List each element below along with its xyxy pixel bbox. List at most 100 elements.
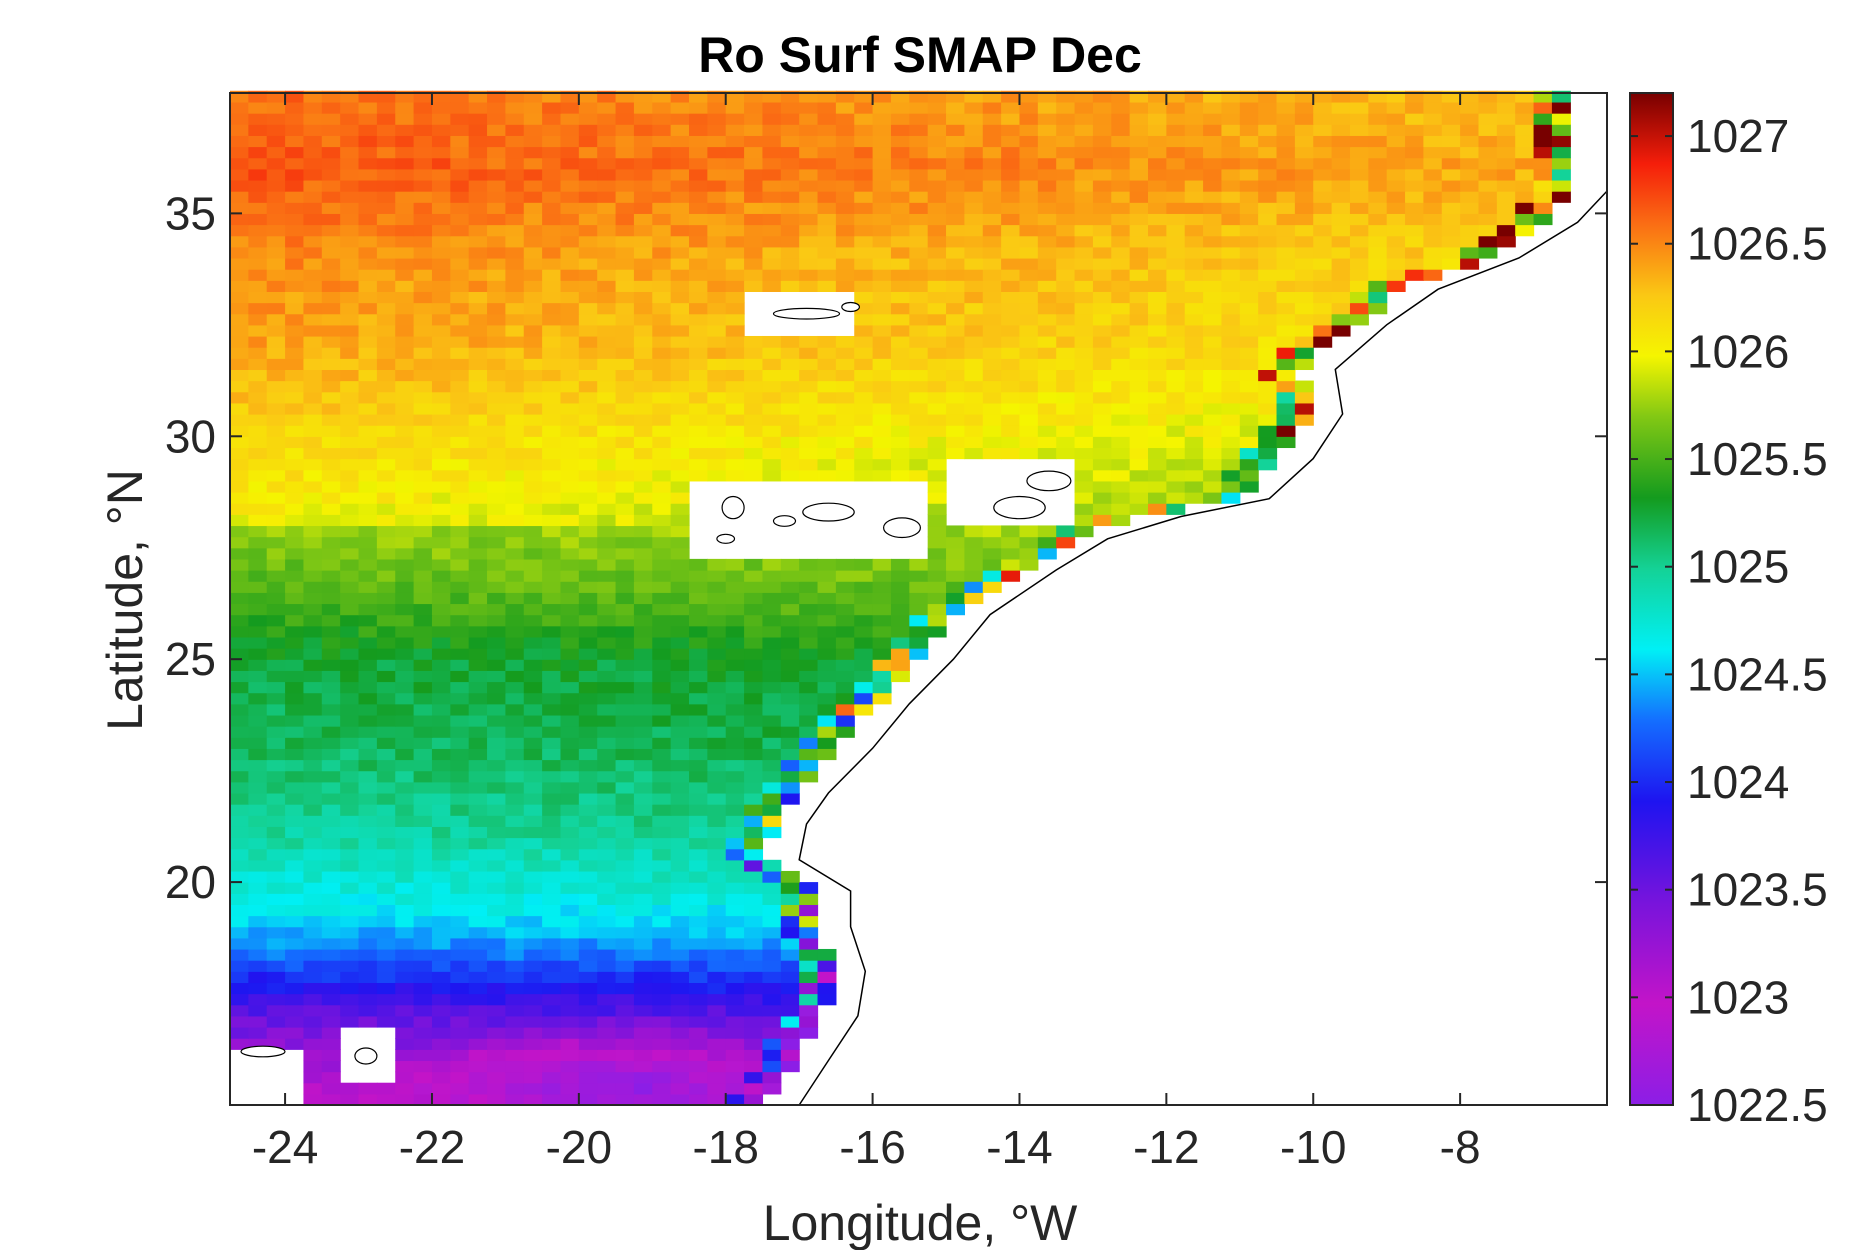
- heatmap-cell: [744, 960, 764, 972]
- heatmap-cell: [817, 124, 837, 136]
- heatmap-cell: [266, 480, 286, 493]
- heatmap-cell: [230, 369, 249, 382]
- heatmap-cell: [725, 458, 745, 471]
- heatmap-cell: [248, 792, 268, 805]
- heatmap-cell: [1092, 436, 1112, 449]
- heatmap-cell: [615, 1015, 635, 1028]
- heatmap-cell: [285, 436, 305, 449]
- heatmap-cell: [321, 570, 341, 582]
- heatmap-cell: [652, 993, 672, 1006]
- heatmap-cell: [487, 659, 506, 671]
- heatmap-cell: [395, 480, 415, 493]
- heatmap-cell: [652, 681, 672, 694]
- heatmap-cell: [835, 703, 855, 716]
- heatmap-cell: [266, 280, 286, 292]
- heatmap-cell: [744, 937, 764, 950]
- heatmap-cell: [670, 937, 690, 950]
- heatmap-cell: [505, 960, 525, 972]
- heatmap-cell: [248, 90, 268, 103]
- heatmap-cell: [321, 1082, 341, 1095]
- heatmap-cell: [633, 101, 653, 114]
- heatmap-cell: [982, 135, 1002, 148]
- heatmap-cell: [1166, 503, 1186, 515]
- heatmap-cell: [1037, 101, 1057, 114]
- heatmap-cell: [431, 960, 451, 972]
- heatmap-cell: [340, 413, 360, 426]
- heatmap-cell: [1276, 358, 1296, 371]
- heatmap-cell: [652, 413, 672, 426]
- island-outline: [240, 1045, 286, 1058]
- heatmap-cell: [523, 636, 543, 649]
- heatmap-cell: [1166, 347, 1186, 359]
- heatmap-cell: [431, 759, 451, 772]
- heatmap-cell: [982, 324, 1002, 337]
- heatmap-cell: [1294, 246, 1314, 259]
- heatmap-cell: [578, 926, 598, 939]
- heatmap-cell: [303, 948, 323, 961]
- heatmap-cell: [689, 313, 708, 326]
- heatmap-cell: [450, 815, 470, 827]
- heatmap-cell: [523, 603, 543, 616]
- heatmap-cell: [1019, 436, 1039, 449]
- heatmap-cell: [854, 202, 874, 214]
- heatmap-cell: [890, 670, 910, 683]
- heatmap-cell: [927, 369, 947, 382]
- heatmap-cell: [707, 1093, 727, 1106]
- heatmap-cell: [744, 380, 764, 393]
- heatmap-cell: [670, 191, 690, 203]
- heatmap-cell: [376, 224, 396, 237]
- heatmap-cell: [1092, 302, 1112, 315]
- heatmap-cell: [505, 1038, 525, 1050]
- heatmap-cell: [230, 937, 249, 950]
- heatmap-cell: [1313, 202, 1333, 214]
- heatmap-cell: [1386, 269, 1406, 281]
- heatmap-cell: [1184, 402, 1204, 415]
- heatmap-cell: [1111, 436, 1131, 449]
- heatmap-cell: [1037, 536, 1057, 549]
- heatmap-cell: [982, 425, 1002, 437]
- heatmap-cell: [321, 837, 341, 850]
- heatmap-cell: [450, 135, 470, 148]
- heatmap-cell: [1239, 469, 1259, 482]
- heatmap-cell: [689, 848, 708, 861]
- heatmap-cell: [597, 347, 617, 359]
- heatmap-cell: [652, 737, 672, 749]
- heatmap-cell: [505, 213, 525, 226]
- heatmap-cell: [633, 302, 653, 315]
- heatmap-cell: [468, 168, 488, 181]
- heatmap-cell: [762, 636, 782, 649]
- heatmap-cell: [230, 625, 249, 638]
- heatmap-cell: [523, 893, 543, 905]
- heatmap-cell: [615, 804, 635, 816]
- heatmap-cell: [964, 291, 984, 304]
- heatmap-cell: [542, 246, 562, 259]
- heatmap-cell: [615, 313, 635, 326]
- heatmap-cell: [1349, 302, 1369, 315]
- heatmap-cell: [1129, 135, 1149, 148]
- heatmap-cell: [340, 648, 360, 660]
- heatmap-cell: [468, 948, 488, 961]
- heatmap-cell: [780, 636, 800, 649]
- heatmap-cell: [1331, 224, 1351, 237]
- heatmap-cell: [230, 536, 249, 549]
- heatmap-cell: [633, 770, 653, 783]
- heatmap-cell: [725, 157, 745, 170]
- heatmap-cell: [652, 492, 672, 504]
- heatmap-cell: [1148, 101, 1167, 114]
- heatmap-cell: [799, 179, 819, 192]
- heatmap-cell: [358, 960, 378, 972]
- heatmap-cell: [927, 313, 947, 326]
- heatmap-cell: [762, 570, 782, 582]
- heatmap-cell: [248, 302, 268, 315]
- heatmap-cell: [615, 759, 635, 772]
- heatmap-cell: [1276, 157, 1296, 170]
- heatmap-cell: [1221, 291, 1241, 304]
- heatmap-cell: [431, 391, 451, 404]
- heatmap-cell: [303, 135, 323, 148]
- heatmap-cell: [1276, 246, 1296, 259]
- heatmap-cell: [725, 726, 745, 738]
- heatmap-cell: [615, 514, 635, 527]
- heatmap-cell: [670, 603, 690, 616]
- heatmap-cell: [799, 1026, 819, 1039]
- heatmap-cell: [1001, 570, 1021, 582]
